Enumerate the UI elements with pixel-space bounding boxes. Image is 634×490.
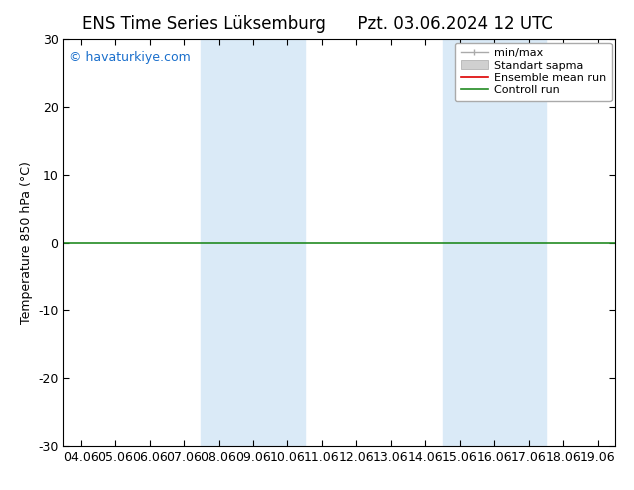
Text: ENS Time Series Lüksemburg      Pzt. 03.06.2024 12 UTC: ENS Time Series Lüksemburg Pzt. 03.06.20… bbox=[82, 15, 552, 33]
Legend: min/max, Standart sapma, Ensemble mean run, Controll run: min/max, Standart sapma, Ensemble mean r… bbox=[455, 43, 612, 101]
Bar bbox=[202, 39, 305, 446]
Bar bbox=[443, 39, 546, 446]
Y-axis label: Temperature 850 hPa (°C): Temperature 850 hPa (°C) bbox=[20, 161, 32, 324]
Text: © havaturkiye.com: © havaturkiye.com bbox=[69, 51, 191, 64]
